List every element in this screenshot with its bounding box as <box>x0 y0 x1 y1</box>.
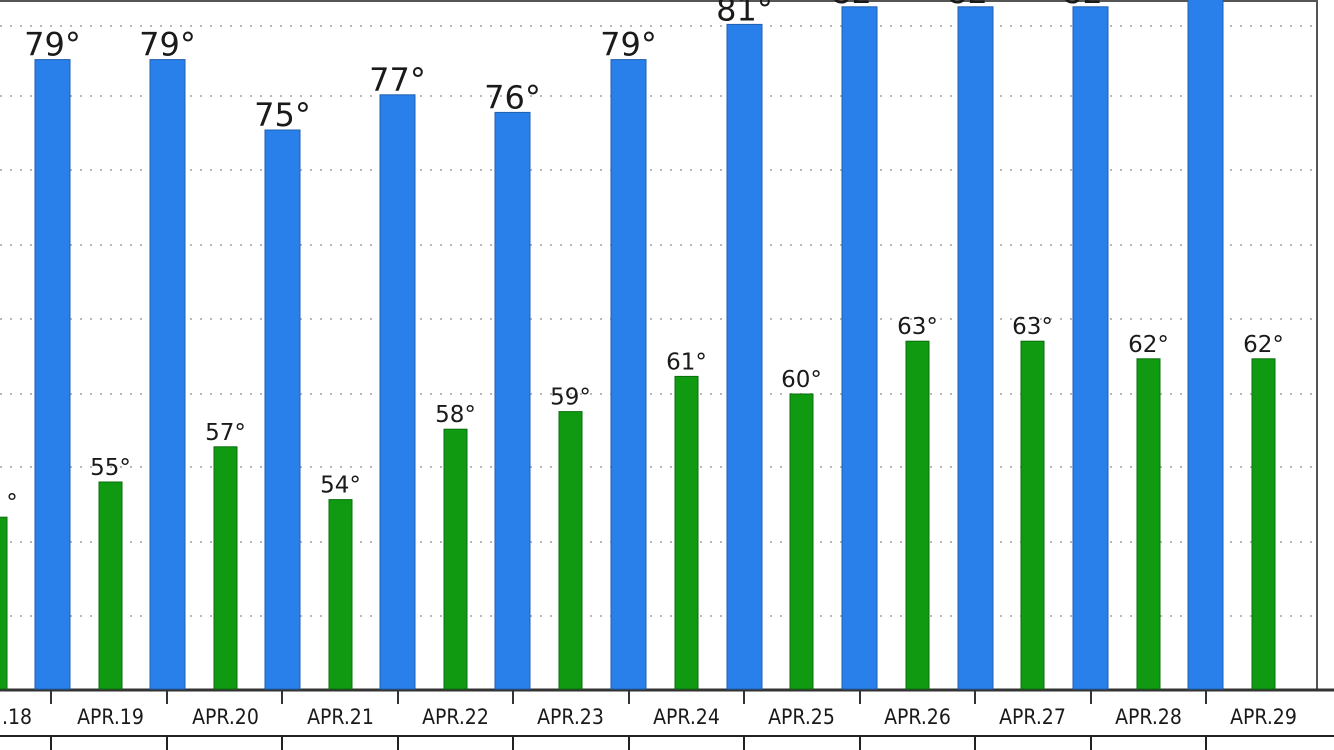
low-temp-bar <box>905 340 930 690</box>
high-temp-bar <box>149 59 186 690</box>
low-temp-label: 61° <box>666 349 707 375</box>
low-temp-label: 60° <box>781 367 822 393</box>
high-temp-bar <box>726 23 763 690</box>
high-temp-bar <box>494 111 531 690</box>
low-temp-bar <box>328 499 353 690</box>
high-temp-bar <box>610 59 647 690</box>
low-temp-label: 62° <box>1128 332 1169 358</box>
low-temp-bar <box>0 516 8 690</box>
low-temp-bar <box>558 411 583 690</box>
low-temp-label: ° <box>6 490 18 516</box>
low-temp-bar <box>789 393 814 690</box>
high-temp-bar <box>34 59 71 690</box>
high-temp-bar <box>379 94 416 690</box>
low-temp-label: 55° <box>90 455 131 481</box>
low-temp-bar <box>1020 340 1045 690</box>
x-tick-label: APR.23 <box>537 705 604 729</box>
low-temp-bar <box>1251 358 1276 690</box>
high-temp-label: 75° <box>254 96 311 134</box>
grid-lines <box>0 25 1316 617</box>
high-temp-bar <box>1187 0 1224 690</box>
bars <box>0 0 1276 690</box>
high-temp-label: 81° <box>716 0 773 28</box>
high-temp-bar <box>1072 6 1109 690</box>
high-temp-label: 77° <box>369 61 426 99</box>
x-axis-ticks: .18 APR.19 APR.20 APR.21 APR.22 APR.23 APR.24 A… <box>2 705 1297 729</box>
high-temp-label: 79° <box>24 26 81 64</box>
x-tick-label: APR.29 <box>1230 705 1297 729</box>
x-tick-label: APR.25 <box>768 705 835 729</box>
high-temp-label: 79° <box>139 26 196 64</box>
x-tick-label: APR.26 <box>884 705 951 729</box>
low-temp-label: 59° <box>550 385 591 411</box>
high-temp-bar <box>957 6 994 690</box>
data-labels: 79°79°75°77°76°79°81°82°82°82°84°°55°57°… <box>6 0 1284 516</box>
x-tick-label: APR.24 <box>653 705 720 729</box>
high-temp-bar <box>264 129 301 690</box>
high-temp-label: 82° <box>1062 0 1119 11</box>
x-tick-label: APR.22 <box>422 705 489 729</box>
x-tick-label: APR.27 <box>999 705 1066 729</box>
high-temp-label: 82° <box>947 0 1004 11</box>
low-temp-label: 63° <box>1012 314 1053 340</box>
low-temp-label: 63° <box>897 314 938 340</box>
low-temp-label: 58° <box>435 402 476 428</box>
x-tick-label: APR.19 <box>77 705 144 729</box>
low-temp-label: 54° <box>320 473 361 499</box>
x-tick-label: .18 <box>2 705 32 729</box>
low-temp-label: 57° <box>205 420 246 446</box>
x-tick-label: APR.21 <box>307 705 374 729</box>
low-temp-bar <box>213 446 238 690</box>
low-temp-bar <box>1136 358 1161 690</box>
high-temp-bar <box>841 6 878 690</box>
low-temp-label: 62° <box>1243 332 1284 358</box>
high-temp-label: 79° <box>600 26 657 64</box>
low-temp-bar <box>674 375 699 690</box>
high-temp-label: 76° <box>484 78 541 116</box>
x-tick-label: APR.28 <box>1115 705 1182 729</box>
low-temp-bar <box>443 428 468 690</box>
high-temp-label: 82° <box>831 0 888 11</box>
low-temp-bar <box>98 481 123 690</box>
x-tick-label: APR.20 <box>192 705 259 729</box>
